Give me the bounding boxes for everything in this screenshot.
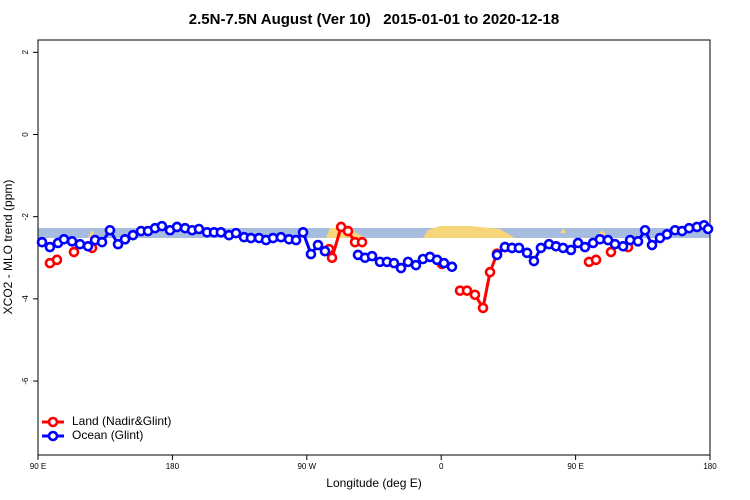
data-point: [36, 236, 48, 248]
data-point: [410, 259, 422, 271]
data-point: [702, 223, 714, 235]
data-point: [96, 236, 108, 248]
y-tick-label: 2: [21, 50, 30, 55]
data-point: [366, 250, 378, 262]
data-point: [356, 236, 368, 248]
data-point: [438, 257, 450, 269]
legend-label: Ocean (Glint): [72, 428, 143, 442]
data-point: [297, 226, 309, 238]
x-tick-label: 180: [703, 462, 717, 471]
data-point: [112, 238, 124, 250]
data-point: [290, 234, 302, 246]
data-point: [521, 247, 533, 259]
data-point: [661, 229, 673, 240]
data-point: [609, 238, 621, 250]
data-point: [388, 257, 400, 269]
data-point: [82, 240, 94, 252]
legend-marker: [47, 430, 59, 442]
y-tick-label: -2: [21, 213, 30, 221]
data-point: [156, 220, 168, 232]
x-tick-label: 0: [439, 462, 444, 471]
data-point: [484, 266, 496, 278]
data-point: [319, 245, 331, 257]
legend-marker: [47, 416, 59, 428]
data-point: [461, 285, 473, 296]
data-point: [594, 233, 606, 245]
data-point: [119, 233, 131, 245]
data-point: [513, 242, 525, 254]
data-point: [446, 261, 458, 273]
y-axis-label: XCO2 - MLO trend (ppm): [1, 180, 15, 315]
y-tick-label: 0: [21, 132, 30, 137]
x-tick-label: 90 E: [567, 462, 583, 471]
data-point: [617, 240, 629, 252]
data-point: [491, 249, 503, 261]
data-point: [51, 254, 63, 266]
plot-frame: [37, 39, 711, 456]
series-line: [50, 227, 628, 308]
data-point: [305, 248, 317, 260]
data-point: [590, 254, 602, 266]
x-axis-label: Longitude (deg E): [326, 476, 421, 490]
data-point: [127, 229, 139, 241]
legend-label: Land (Nadir&Glint): [72, 414, 171, 428]
data-point: [632, 236, 644, 247]
data-point: [579, 241, 591, 253]
data-point: [528, 255, 540, 267]
data-point: [477, 302, 489, 314]
ocean-band: [38, 228, 710, 238]
data-point: [104, 224, 116, 236]
x-tick-label: 90 W: [297, 462, 316, 471]
data-point: [58, 233, 70, 245]
x-tick-label: 180: [166, 462, 180, 471]
data-point: [326, 252, 338, 264]
data-point: [171, 221, 183, 233]
x-tick-label: 90 E: [30, 462, 46, 471]
chart-title: 2.5N-7.5N August (Ver 10) 2015-01-01 to …: [189, 11, 559, 28]
data-point: [68, 246, 80, 258]
data-point: [312, 239, 324, 251]
data-point: [605, 246, 617, 258]
data-point: [44, 241, 56, 253]
data-point: [395, 262, 407, 274]
y-tick-label: -6: [21, 377, 30, 385]
land-patch: [423, 226, 515, 238]
data-point: [342, 225, 354, 237]
data-point: [469, 289, 481, 301]
series: [36, 220, 714, 274]
data-point: [275, 231, 287, 243]
data-point: [74, 238, 86, 250]
data-point: [646, 239, 658, 251]
data-point: [639, 224, 651, 236]
data-point: [230, 227, 242, 239]
data-point: [535, 242, 547, 254]
data-point: [565, 244, 577, 256]
y-tick-label: -4: [21, 295, 30, 303]
